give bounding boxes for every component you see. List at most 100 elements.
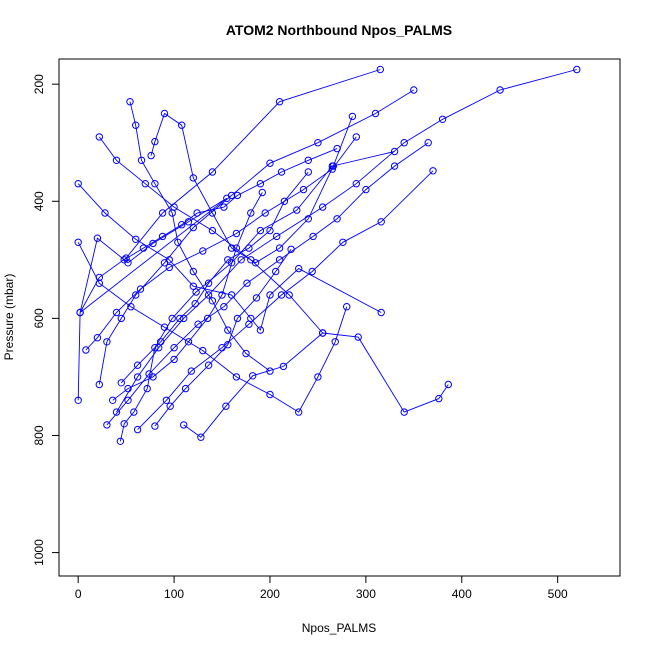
data-point bbox=[82, 346, 90, 354]
data-point bbox=[199, 247, 207, 255]
data-point bbox=[285, 291, 293, 299]
data-point bbox=[222, 402, 230, 410]
series-line-14 bbox=[150, 112, 353, 264]
data-point bbox=[272, 267, 280, 276]
data-point bbox=[76, 308, 84, 317]
series-line-7 bbox=[85, 136, 357, 351]
data-point bbox=[266, 367, 274, 375]
series-10 bbox=[95, 133, 327, 337]
data-point bbox=[130, 408, 138, 416]
data-point bbox=[165, 256, 174, 264]
data-point bbox=[160, 323, 169, 331]
data-point bbox=[277, 168, 286, 176]
data-point bbox=[266, 159, 274, 167]
data-point bbox=[189, 282, 198, 290]
data-point bbox=[328, 165, 336, 173]
data-point bbox=[101, 209, 109, 217]
series-line-13 bbox=[120, 171, 309, 384]
data-point bbox=[333, 215, 341, 223]
data-point bbox=[247, 209, 255, 217]
data-point bbox=[266, 291, 274, 299]
data-point bbox=[429, 167, 437, 175]
data-point bbox=[371, 109, 380, 118]
data-point bbox=[189, 174, 198, 182]
series-line-16 bbox=[154, 249, 292, 427]
data-point bbox=[224, 341, 232, 349]
data-point bbox=[103, 421, 111, 429]
series-14 bbox=[147, 109, 357, 267]
data-point bbox=[174, 238, 182, 247]
data-point bbox=[208, 226, 217, 235]
data-point bbox=[304, 215, 312, 223]
data-point bbox=[193, 209, 201, 217]
data-point bbox=[247, 314, 255, 323]
series-line-10 bbox=[98, 136, 324, 334]
data-point bbox=[117, 379, 126, 387]
data-point bbox=[252, 294, 261, 302]
data-point bbox=[232, 229, 241, 238]
data-point bbox=[184, 338, 193, 346]
series-7 bbox=[82, 133, 360, 354]
data-point bbox=[168, 209, 176, 217]
data-point bbox=[251, 259, 260, 267]
data-point bbox=[354, 333, 362, 341]
data-point bbox=[199, 346, 207, 355]
series-line-8 bbox=[137, 170, 434, 430]
data-point bbox=[273, 232, 281, 241]
data-point bbox=[204, 291, 213, 299]
data-point bbox=[400, 408, 408, 416]
series-line-3 bbox=[119, 151, 395, 442]
data-point bbox=[74, 396, 82, 404]
data-point bbox=[224, 256, 232, 264]
data-point bbox=[295, 408, 303, 416]
data-point bbox=[304, 168, 312, 176]
data-point bbox=[277, 291, 286, 299]
data-point bbox=[258, 188, 266, 197]
data-point bbox=[220, 303, 228, 311]
series-8 bbox=[133, 167, 437, 434]
series-line-2 bbox=[98, 89, 415, 385]
data-point bbox=[122, 254, 130, 262]
data-point bbox=[376, 65, 384, 74]
data-point bbox=[266, 390, 274, 399]
data-point bbox=[157, 338, 165, 346]
data-point bbox=[137, 156, 146, 165]
data-point bbox=[117, 314, 126, 323]
data-point bbox=[227, 244, 236, 252]
series-12 bbox=[74, 180, 385, 334]
x-tick-label: 100 bbox=[164, 587, 184, 601]
data-point bbox=[362, 185, 370, 194]
series-6 bbox=[180, 329, 452, 441]
series-13 bbox=[117, 168, 312, 387]
x-tick-label: 500 bbox=[548, 587, 568, 601]
series-16 bbox=[151, 245, 295, 430]
data-point bbox=[151, 422, 159, 430]
data-point bbox=[438, 115, 447, 124]
data-point bbox=[331, 338, 339, 346]
data-point bbox=[232, 373, 241, 381]
data-point bbox=[220, 203, 228, 211]
series-line-6 bbox=[183, 332, 449, 438]
data-point bbox=[203, 314, 212, 323]
data-point bbox=[352, 180, 360, 188]
data-point bbox=[149, 239, 157, 248]
data-point bbox=[204, 361, 213, 369]
data-point bbox=[266, 226, 274, 235]
data-point bbox=[187, 367, 196, 375]
data-point bbox=[233, 191, 242, 200]
data-point bbox=[136, 285, 145, 293]
series-line-15 bbox=[112, 192, 263, 401]
data-point bbox=[208, 297, 217, 305]
series-5 bbox=[103, 139, 432, 429]
data-point bbox=[256, 226, 265, 235]
data-point bbox=[149, 373, 157, 381]
data-point bbox=[151, 180, 159, 188]
series-layer bbox=[74, 65, 581, 445]
data-point bbox=[103, 338, 111, 346]
data-point bbox=[233, 314, 242, 323]
data-point bbox=[256, 180, 265, 188]
data-point bbox=[348, 112, 357, 121]
data-point bbox=[275, 244, 284, 252]
data-point bbox=[166, 402, 174, 410]
